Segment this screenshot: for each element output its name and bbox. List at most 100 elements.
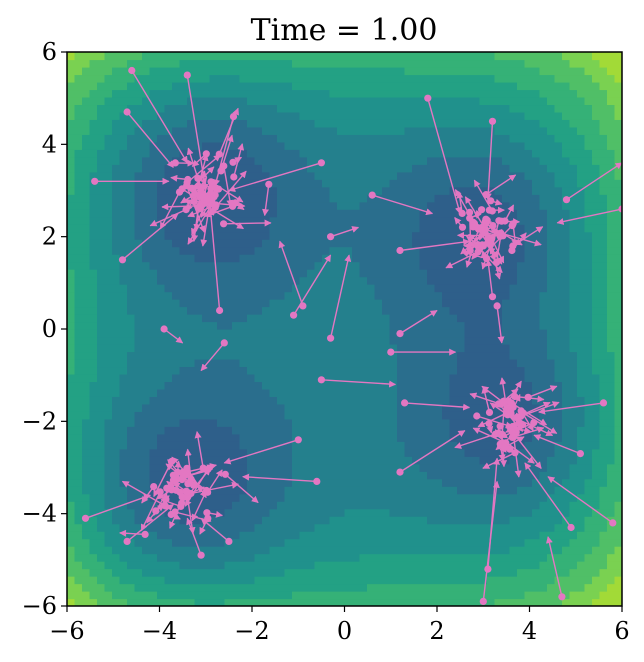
contour-cell [202, 426, 211, 435]
contour-cell [397, 591, 406, 600]
contour-cell [352, 216, 361, 225]
contour-cell [457, 261, 466, 270]
contour-cell [449, 299, 458, 308]
contour-cell [202, 126, 211, 135]
contour-cell [277, 568, 286, 577]
contour-cell [299, 343, 308, 353]
contour-cell [277, 52, 286, 61]
contour-cell [442, 478, 451, 487]
contour-cell [427, 508, 436, 517]
contour-cell [532, 261, 541, 270]
contour-cell [547, 523, 556, 532]
contour-cell [412, 591, 421, 600]
contour-cell [254, 373, 263, 383]
contour-cell [292, 164, 301, 173]
contour-cell [299, 254, 308, 263]
contour-cell [67, 493, 76, 502]
contour-cell [134, 141, 143, 150]
contour-cell [487, 463, 496, 472]
contour-cell [119, 164, 128, 173]
contour-cell [277, 201, 286, 210]
contour-cell [434, 366, 443, 375]
contour-cell [299, 306, 308, 315]
contour-cell [419, 126, 428, 135]
contour-cell [119, 358, 128, 368]
contour-cell [157, 89, 166, 98]
contour-cell [494, 516, 503, 525]
contour-cell [509, 456, 518, 465]
contour-cell [442, 403, 451, 412]
contour-cell [217, 239, 226, 248]
contour-cell [562, 441, 571, 450]
contour-cell [322, 411, 331, 420]
contour-cell [374, 291, 383, 300]
contour-cell [547, 276, 556, 285]
contour-cell [89, 433, 98, 442]
contour-cell [427, 141, 436, 150]
contour-cell [419, 194, 428, 203]
contour-cell [352, 104, 361, 113]
contour-cell [134, 216, 143, 225]
contour-cell [509, 381, 518, 390]
contour-cell [74, 261, 83, 270]
contour-cell [479, 501, 488, 510]
contour-cell [352, 561, 361, 570]
contour-cell [464, 276, 473, 285]
contour-cell [89, 329, 98, 338]
contour-cell [262, 508, 271, 517]
contour-cell [464, 149, 473, 158]
contour-cell [404, 231, 413, 240]
contour-cell [337, 531, 346, 540]
contour-cell [232, 396, 241, 405]
contour-cell [89, 576, 98, 585]
contour-cell [442, 89, 451, 98]
contour-cell [209, 329, 218, 338]
contour-cell [457, 433, 466, 442]
contour-cell [344, 418, 353, 427]
contour-cell [367, 119, 376, 128]
contour-cell [134, 463, 143, 472]
contour-cell [322, 284, 331, 293]
contour-cell [149, 561, 158, 570]
contour-cell [487, 96, 496, 106]
contour-cell [104, 456, 113, 465]
contour-cell [97, 254, 106, 263]
contour-cell [247, 441, 256, 450]
contour-cell [569, 343, 578, 353]
contour-cell [202, 373, 211, 383]
contour-cell [517, 52, 526, 61]
contour-cell [449, 441, 458, 450]
contour-cell [509, 104, 518, 113]
contour-cell [104, 81, 113, 91]
contour-cell [502, 74, 511, 83]
contour-cell [239, 583, 248, 592]
contour-cell [494, 111, 503, 120]
contour-cell [337, 523, 346, 532]
contour-cell [337, 351, 346, 360]
contour-cell [494, 493, 503, 502]
contour-cell [569, 388, 578, 397]
contour-cell [322, 134, 331, 143]
contour-cell [277, 366, 286, 375]
contour-cell [442, 388, 451, 397]
contour-cell [239, 52, 248, 61]
contour-cell [127, 591, 136, 600]
contour-cell [374, 336, 383, 345]
contour-cell [329, 538, 338, 547]
contour-cell [352, 373, 361, 383]
contour-cell [292, 111, 301, 120]
contour-cell [247, 141, 256, 150]
contour-cell [404, 134, 413, 143]
contour-cell [374, 561, 383, 570]
contour-cell [224, 591, 233, 600]
contour-cell [314, 583, 323, 592]
contour-cell [532, 516, 541, 525]
contour-cell [554, 358, 563, 368]
contour-cell [397, 96, 406, 106]
contour-cell [344, 171, 353, 180]
contour-cell [97, 583, 106, 592]
contour-cell [284, 306, 293, 315]
contour-cell [134, 441, 143, 450]
contour-cell [299, 403, 308, 412]
contour-cell [457, 576, 466, 585]
